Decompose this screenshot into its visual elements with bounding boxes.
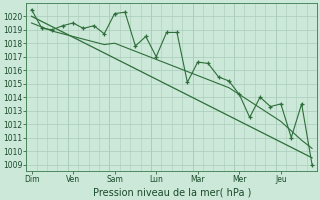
- X-axis label: Pression niveau de la mer( hPa ): Pression niveau de la mer( hPa ): [92, 187, 251, 197]
